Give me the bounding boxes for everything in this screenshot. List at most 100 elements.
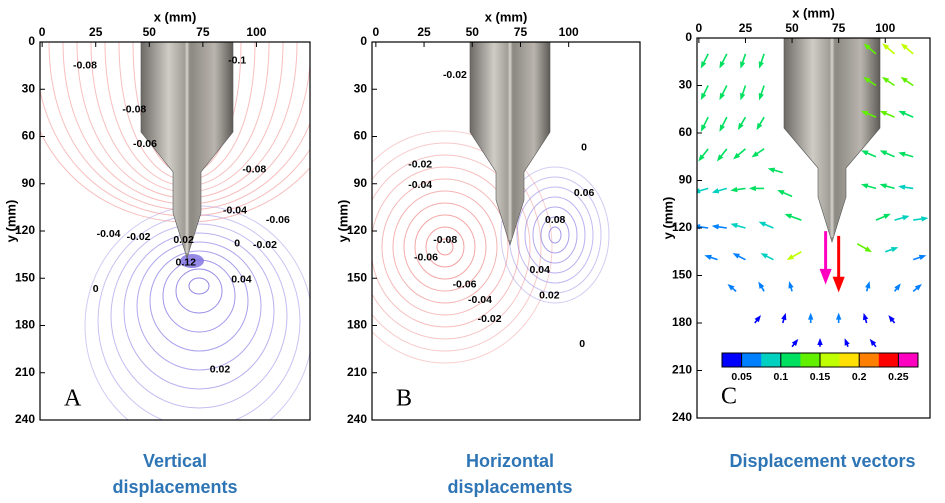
vector (784, 213, 802, 221)
contour-label: -0.04 (223, 204, 247, 216)
vector (711, 187, 728, 194)
contour-label: -0.04 (468, 294, 492, 306)
colorbar-tick-label: 0.05 (731, 371, 752, 383)
vector-head (835, 312, 842, 320)
vector (777, 190, 793, 198)
vector (727, 283, 737, 292)
contour-line (188, 277, 210, 295)
contour-label: -0.06 (133, 138, 157, 150)
colorbar-segment (839, 353, 860, 367)
vector (888, 315, 896, 324)
contour-line (136, 241, 262, 371)
vector (879, 110, 895, 118)
colorbar-tick-label: 0.1 (773, 371, 788, 383)
contour-label: -0.02 (253, 239, 277, 251)
contour-label: -0.04 (408, 179, 432, 191)
y-tick-label: 240 (347, 412, 367, 426)
vector (912, 254, 927, 261)
x-tick-label: 0 (696, 21, 703, 35)
vector-head (918, 254, 927, 261)
vector (767, 167, 783, 174)
contour-line (162, 259, 236, 333)
contour-label: 0.12 (175, 256, 196, 268)
panel: 0.05 0.1 0.15 0.2 0.25 0 25 50 75 100 0 30 60 90 120 15… (660, 5, 931, 424)
panel: -0.08 -0.1-0.08-0.06-0.08-0.04-0.06-0.04-… (3, 9, 311, 426)
contour-label: -0.06 (414, 252, 438, 264)
y-tick-label: 30 (22, 81, 36, 95)
vector-head (756, 122, 763, 131)
contour-label: -0.02 (408, 159, 432, 171)
contour-label: -0.1 (228, 55, 246, 67)
y-tick-label: 60 (679, 125, 693, 139)
vector (893, 283, 901, 292)
x-tick-label: 0 (373, 25, 380, 39)
vector-head (863, 312, 869, 321)
contour-line (84, 205, 310, 420)
vector-head (881, 76, 890, 84)
vector-head (730, 223, 738, 229)
vector (758, 221, 774, 229)
vector-head (844, 338, 850, 346)
colorbar-segment (761, 353, 782, 367)
vector (760, 253, 774, 261)
vector (740, 53, 747, 69)
vector (751, 148, 765, 158)
vector-head (781, 312, 787, 321)
contour-label: -0.08 (433, 234, 457, 246)
vector-head (869, 338, 877, 346)
contour-label: -0.08 (242, 163, 266, 175)
contour-label: 0 (579, 338, 585, 350)
contour-line (372, 154, 531, 340)
vector-head (861, 110, 869, 117)
contour-label: -0.02 (443, 69, 467, 81)
x-tick-label: 25 (739, 21, 753, 35)
vector (737, 116, 747, 131)
vector (733, 148, 746, 160)
y-tick-label: 0 (685, 30, 692, 44)
y-tick-label: 120 (672, 220, 692, 234)
vector (711, 224, 727, 230)
y-tick-label: 60 (354, 129, 368, 143)
contour-line (175, 268, 223, 314)
vector-head (737, 122, 744, 131)
colorbar-segment (898, 353, 919, 367)
vector-head (698, 154, 705, 162)
vector-head (898, 184, 906, 190)
vector (856, 243, 872, 253)
y-tick-label: 60 (22, 129, 36, 143)
vector (898, 151, 914, 158)
contour-line (524, 196, 586, 274)
vector-head (767, 167, 776, 173)
vector (791, 338, 799, 348)
vector (719, 85, 728, 101)
vector-head (832, 276, 845, 293)
vector (913, 216, 929, 222)
y-tick-label: 90 (679, 173, 693, 187)
contour-peak (180, 254, 204, 268)
vector-head (921, 216, 929, 222)
vector (882, 43, 896, 55)
vector-head (819, 268, 832, 285)
vector-head (902, 215, 910, 221)
vector-head (727, 283, 735, 291)
x-tick-label: 75 (832, 21, 846, 35)
y-tick-label: 180 (672, 315, 692, 329)
vector (698, 148, 709, 162)
x-tick-label: 25 (417, 25, 431, 39)
panel-label: A (64, 386, 82, 412)
y-tick-label: 150 (672, 268, 692, 282)
vector (819, 231, 832, 285)
vector (863, 312, 869, 324)
colorbar-segment (859, 353, 880, 367)
vector (881, 76, 896, 87)
vector-head (788, 281, 794, 289)
contour-line (372, 166, 520, 328)
y-tick-label: 30 (354, 81, 368, 95)
colorbar-tick-label: 0.25 (888, 371, 909, 383)
colorbar-segment (800, 353, 821, 367)
x-tick-label: 75 (196, 25, 210, 39)
vector (900, 76, 914, 87)
vector-head (900, 43, 908, 50)
y-tick-label: 120 (347, 223, 367, 237)
vector-head (758, 221, 767, 227)
